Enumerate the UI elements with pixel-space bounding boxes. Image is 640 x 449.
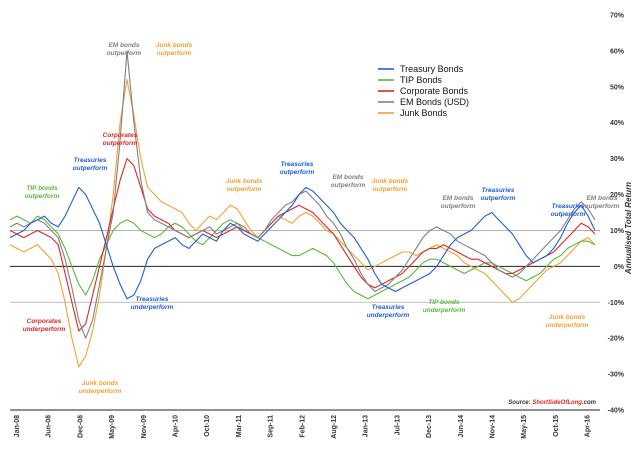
y-axis-label: Annualised Total Return — [624, 182, 633, 275]
annotation-label: Junk bonds outperform — [226, 178, 263, 193]
source-site: ShortSideOfLong — [532, 400, 582, 406]
series-line-4 — [9, 79, 596, 368]
y-tick-label: 60% — [610, 48, 625, 55]
series-line-3 — [9, 50, 596, 339]
x-tick-label: Dec-08 — [77, 415, 84, 438]
x-axis: Jan-08 Jun-08 Dec-08 May-09 Nov-09 Apr-10 Oct-… — [14, 415, 592, 439]
y-tick-label: 30% — [610, 156, 625, 163]
y-tick-label: 50% — [610, 84, 625, 91]
reference-lines — [10, 230, 600, 411]
y-tick-label: 10% — [610, 228, 625, 235]
annotation-label: Junk bonds underperform — [79, 380, 122, 395]
y-tick-label: -20% — [608, 336, 625, 343]
source-prefix: Source: — [508, 400, 532, 406]
x-tick-label: Jun-08 — [46, 415, 53, 438]
y-tick-label: 70% — [610, 13, 625, 20]
x-tick-label: Jan-08 — [14, 415, 21, 437]
x-tick-label: Nov-14 — [490, 415, 497, 438]
annotation-label: TIP bonds underperform — [423, 299, 466, 314]
y-tick-label: 20% — [610, 192, 625, 199]
annotation-label: Corporates underperform — [23, 318, 66, 333]
y-axis: 70% 60% 50% 40% 30% 20% 10% 0% -10% -20% -30% -40% — [608, 13, 625, 415]
annotation-label: Junk bonds underperform — [546, 314, 589, 329]
annotation-label: Treasuries outperform — [481, 187, 516, 202]
x-tick-label: Jun-14 — [458, 415, 465, 438]
legend-entry: Treasury Bonds — [400, 64, 464, 74]
annotation-label: Treasuries outperform — [73, 157, 108, 172]
series-lines — [9, 50, 596, 368]
x-tick-label: Nov-09 — [141, 415, 148, 438]
x-tick-label: Jan-13 — [363, 415, 370, 437]
annotation-label: EM bonds outperform — [107, 42, 142, 57]
x-tick-label: May-15 — [521, 415, 528, 439]
legend-entry: TIP Bonds — [400, 75, 442, 85]
annotation-label: EM bonds outperform — [331, 174, 366, 189]
y-tick-label: -10% — [608, 300, 625, 307]
legend-entry: Junk Bonds — [400, 108, 448, 118]
source-note: Source: ShortSideOfLong.com — [508, 400, 596, 406]
legend-entry: EM Bonds (USD) — [400, 97, 469, 107]
y-tick-label: 0% — [614, 264, 625, 271]
x-tick-label: Aug-12 — [331, 415, 338, 439]
y-tick-label: -40% — [608, 408, 625, 415]
x-tick-label: Apr-16 — [585, 415, 592, 437]
annotation-label: Corporates outperform — [103, 132, 138, 147]
source-suffix: .com — [582, 400, 597, 406]
annotation-label: Treasuries underperform — [131, 296, 174, 311]
y-tick-label: 40% — [610, 120, 625, 127]
x-tick-label: Sep-11 — [268, 415, 275, 438]
x-tick-label: Jul-13 — [394, 415, 401, 435]
series-line-0 — [9, 186, 596, 300]
annotation-label: Junk bonds outperform — [156, 42, 193, 57]
annotation-label: EM bonds outperform — [585, 195, 620, 210]
annotation-label: Treasuries outperform — [280, 161, 315, 176]
x-tick-label: Oct-10 — [204, 415, 211, 437]
annotation-label: Junk bonds outperform — [372, 178, 409, 193]
legend-entry: Corporate Bonds — [400, 86, 469, 96]
annotation-label: TIP bonds outperform — [25, 185, 60, 200]
y-tick-label: -30% — [608, 372, 625, 379]
annotation-label: EM bonds outperform — [441, 195, 476, 210]
x-tick-label: Dec-13 — [426, 415, 433, 438]
annotation-label: Treasuries underperform — [367, 304, 410, 319]
x-tick-label: Oct-15 — [553, 415, 560, 437]
x-tick-label: Mar-11 — [236, 415, 243, 437]
annotation-label: Treasuries outperform — [551, 203, 586, 218]
x-tick-label: Feb-12 — [299, 415, 306, 438]
x-tick-label: Apr-10 — [173, 415, 180, 437]
x-tick-label: May-09 — [109, 415, 116, 439]
